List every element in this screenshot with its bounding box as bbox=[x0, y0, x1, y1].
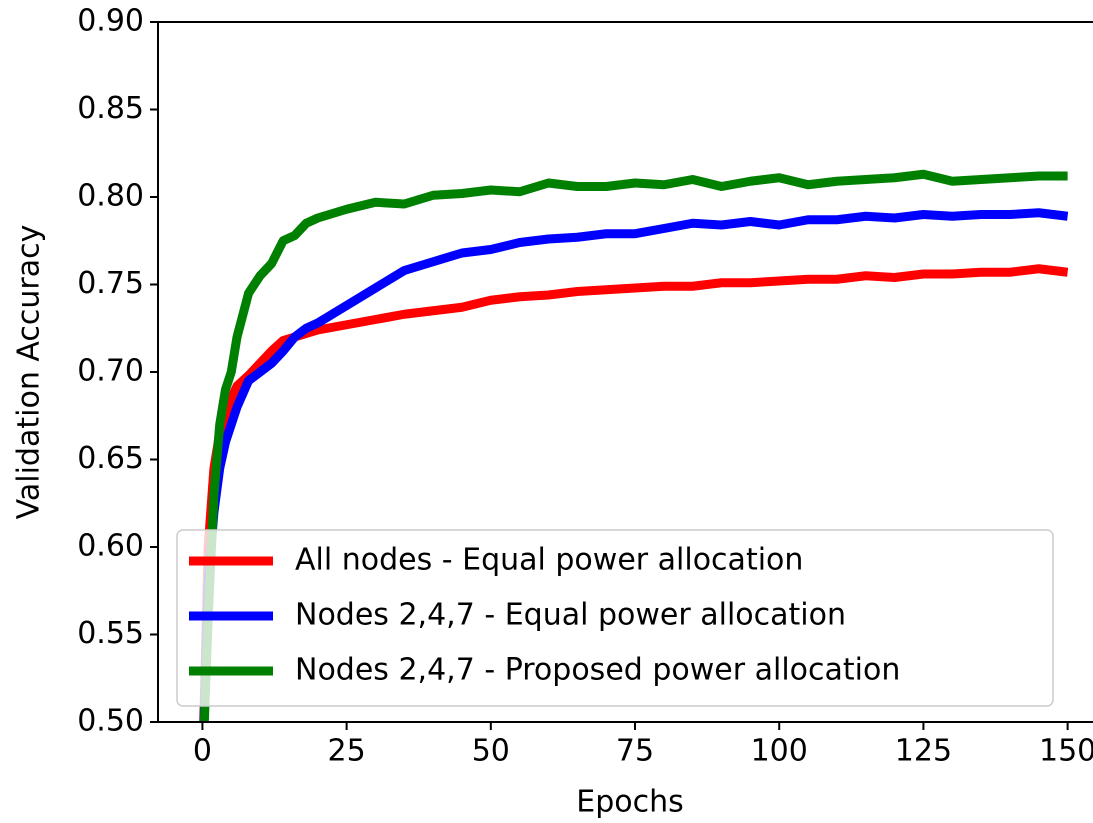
y-tick-label: 0.70 bbox=[77, 354, 144, 389]
y-tick-label: 0.90 bbox=[77, 4, 144, 39]
x-tick-label: 0 bbox=[193, 734, 212, 769]
legend-box bbox=[176, 529, 1054, 707]
y-tick-label: 0.55 bbox=[77, 616, 144, 651]
y-tick-label: 0.85 bbox=[77, 91, 144, 126]
y-axis-label: Validation Accuracy bbox=[12, 225, 47, 520]
legend-label: All nodes - Equal power allocation bbox=[295, 543, 803, 578]
plot-area bbox=[199, 169, 1069, 722]
y-tick-label: 0.65 bbox=[77, 441, 144, 476]
x-tick-label: 125 bbox=[895, 734, 952, 769]
y-tick-label: 0.50 bbox=[77, 704, 144, 739]
data-line bbox=[199, 208, 1069, 722]
x-tick-label: 100 bbox=[751, 734, 808, 769]
y-tick-label: 0.80 bbox=[77, 179, 144, 214]
legend-label: Nodes 2,4,7 - Equal power allocation bbox=[295, 598, 846, 633]
x-tick-label: 150 bbox=[1039, 734, 1093, 769]
legend-label: Nodes 2,4,7 - Proposed power allocation bbox=[295, 653, 900, 688]
data-line bbox=[199, 264, 1069, 722]
x-tick-label: 25 bbox=[328, 734, 366, 769]
x-tick-label: 75 bbox=[616, 734, 654, 769]
y-tick-label: 0.60 bbox=[77, 529, 144, 564]
y-tick-label: 0.75 bbox=[77, 266, 144, 301]
data-line bbox=[199, 169, 1068, 722]
x-tick-label: 50 bbox=[472, 734, 510, 769]
x-axis-label: Epochs bbox=[576, 785, 684, 820]
